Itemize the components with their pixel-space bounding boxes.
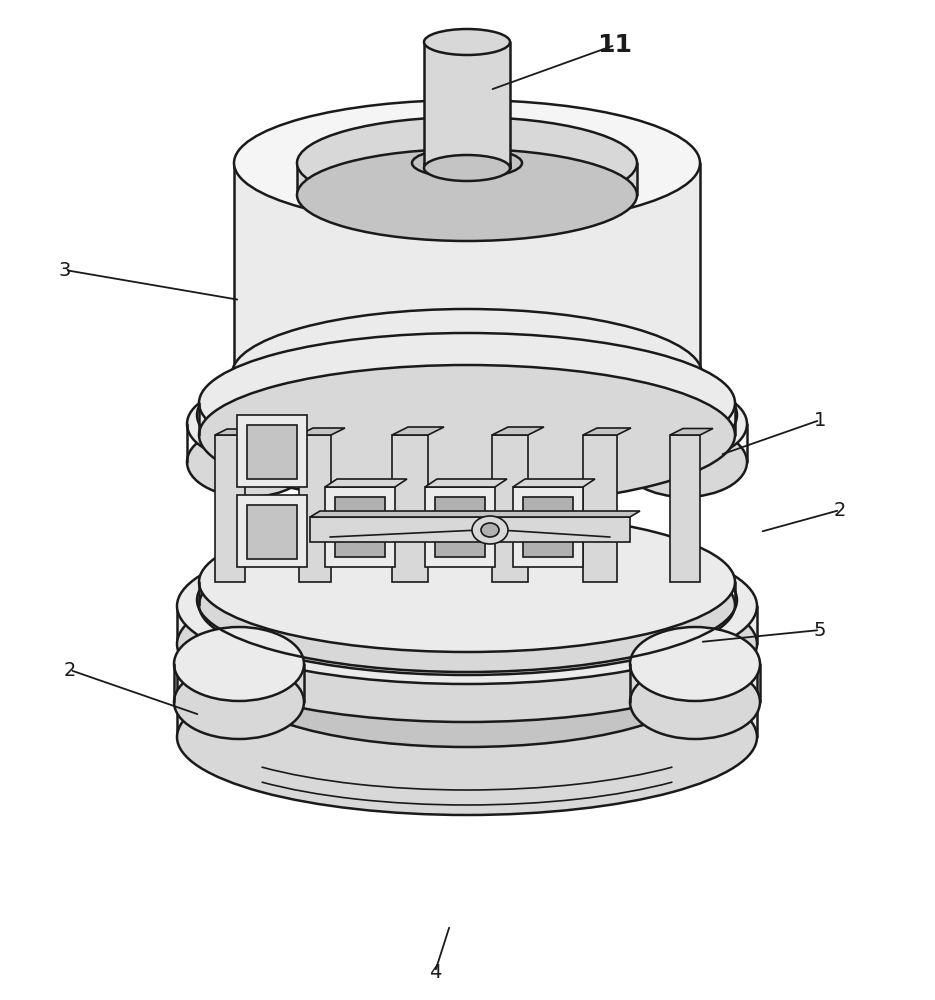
Polygon shape (513, 487, 583, 567)
Polygon shape (492, 435, 528, 582)
Ellipse shape (630, 665, 760, 739)
Polygon shape (237, 663, 697, 685)
Ellipse shape (177, 528, 757, 684)
Ellipse shape (234, 337, 700, 463)
Polygon shape (424, 42, 510, 168)
Polygon shape (215, 435, 245, 582)
Ellipse shape (187, 427, 311, 497)
Polygon shape (670, 428, 713, 435)
Ellipse shape (481, 523, 499, 537)
Ellipse shape (623, 389, 747, 459)
Polygon shape (492, 427, 544, 435)
Polygon shape (583, 428, 631, 435)
Polygon shape (177, 606, 757, 644)
Ellipse shape (472, 516, 508, 544)
Ellipse shape (297, 117, 637, 209)
Ellipse shape (297, 149, 637, 241)
Ellipse shape (424, 155, 510, 181)
Polygon shape (392, 427, 444, 435)
Text: 4: 4 (429, 962, 441, 982)
Ellipse shape (623, 427, 747, 497)
Polygon shape (237, 495, 307, 567)
Ellipse shape (199, 365, 735, 505)
Text: 2: 2 (64, 660, 76, 680)
Polygon shape (177, 663, 757, 737)
Ellipse shape (630, 627, 760, 701)
Polygon shape (325, 487, 395, 567)
Polygon shape (523, 497, 573, 557)
Polygon shape (247, 425, 297, 479)
Polygon shape (199, 403, 735, 435)
Ellipse shape (234, 100, 700, 226)
Polygon shape (583, 435, 617, 582)
Ellipse shape (177, 585, 757, 741)
Ellipse shape (424, 29, 510, 55)
Ellipse shape (199, 535, 735, 675)
Polygon shape (425, 479, 507, 487)
Ellipse shape (412, 148, 522, 178)
Polygon shape (392, 435, 428, 582)
Polygon shape (247, 505, 297, 559)
Polygon shape (234, 163, 700, 400)
Ellipse shape (177, 566, 757, 722)
Ellipse shape (237, 601, 697, 725)
Polygon shape (299, 435, 331, 582)
Polygon shape (199, 582, 735, 605)
Text: 5: 5 (813, 620, 827, 640)
Ellipse shape (199, 333, 735, 473)
Polygon shape (335, 497, 385, 557)
Text: 2: 2 (834, 500, 846, 520)
Text: 11: 11 (597, 33, 632, 57)
Polygon shape (310, 517, 630, 542)
Polygon shape (435, 497, 485, 557)
Ellipse shape (177, 659, 757, 815)
Text: 1: 1 (813, 410, 827, 430)
Polygon shape (670, 435, 700, 582)
Polygon shape (299, 428, 345, 435)
Ellipse shape (237, 623, 697, 747)
Ellipse shape (174, 627, 304, 701)
Ellipse shape (232, 347, 702, 477)
Ellipse shape (174, 665, 304, 739)
Ellipse shape (199, 512, 735, 652)
Polygon shape (297, 163, 637, 195)
Polygon shape (215, 429, 257, 435)
Polygon shape (310, 511, 640, 517)
Polygon shape (425, 487, 495, 567)
Polygon shape (325, 479, 407, 487)
Polygon shape (232, 374, 702, 412)
Polygon shape (513, 479, 595, 487)
Polygon shape (237, 415, 307, 487)
Ellipse shape (187, 389, 311, 459)
Ellipse shape (232, 309, 702, 439)
Text: 3: 3 (59, 260, 71, 279)
